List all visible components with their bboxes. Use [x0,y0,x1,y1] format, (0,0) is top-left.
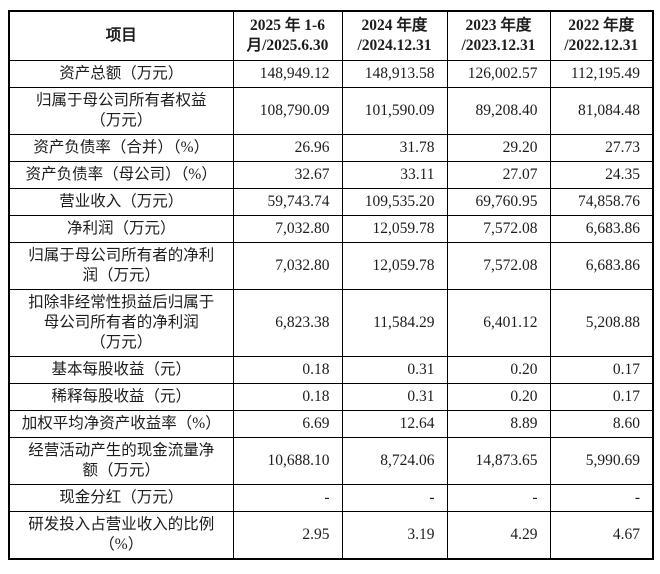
table-row: 净利润（万元） 7,032.80 12,059.78 7,572.08 6,683.86 [8,215,654,243]
row-value: 5,990.69 [549,437,654,485]
table-row: 研发投入占营业收入的比例 （%） 2.95 3.19 4.29 4.67 [8,511,654,560]
row-value: 108,790.09 [232,87,343,135]
row-value: 29.20 [446,134,551,162]
row-value: 7,572.08 [446,215,551,243]
row-value: 6.69 [232,410,343,438]
table-row: 经营活动产生的现金流量净 额（万元） 10,688.10 8,724.06 14,87… [8,437,654,485]
row-value: 32.67 [232,161,343,189]
row-value: 7,032.80 [232,242,343,290]
row-value: - [549,484,654,512]
row-value: 0.31 [341,383,448,411]
row-label: 现金分红（万元） [8,484,234,512]
table-row: 归属于母公司所有者的净利 润（万元） 7,032.80 12,059.78 7,572… [8,242,654,290]
row-label: 研发投入占营业收入的比例 （%） [8,511,234,560]
row-label: 稀释每股收益（元） [8,383,234,411]
row-value: 14,873.65 [446,437,551,485]
row-value: 81,084.48 [549,87,654,135]
financial-summary-table: 项目 2025 年 1-6 月/2025.6.30 2024 年度 /2024.… [8,10,654,560]
row-label: 净利润（万元） [8,215,234,243]
table-row: 营业收入（万元） 59,743.74 109,535.20 69,760.95 74,8… [8,188,654,216]
row-value: 101,590.09 [341,87,448,135]
row-value: 27.73 [549,134,654,162]
row-value: 148,913.58 [341,60,448,88]
row-value: 27.07 [446,161,551,189]
row-value: 7,572.08 [446,242,551,290]
row-value: 6,683.86 [549,215,654,243]
column-header-2023: 2023 年度 /2023.12.31 [446,10,551,61]
row-value: 4.29 [446,511,551,560]
row-value: 8.60 [549,410,654,438]
row-value: 89,208.40 [446,87,551,135]
row-value: 31.78 [341,134,448,162]
row-value: - [232,484,343,512]
table-row: 资产负债率（母公司）（%） 32.67 33.11 27.07 24.35 [8,161,654,189]
table-row: 加权平均净资产收益率（%） 6.69 12.64 8.89 8.60 [8,410,654,438]
column-header-2022: 2022 年度 /2022.12.31 [549,10,654,61]
row-value: 4.67 [549,511,654,560]
row-label: 资产负债率（合并）（%） [8,134,234,162]
row-label: 归属于母公司所有者的净利 润（万元） [8,242,234,290]
row-value: 10,688.10 [232,437,343,485]
row-value: 59,743.74 [232,188,343,216]
row-value: 69,760.95 [446,188,551,216]
row-value: 109,535.20 [341,188,448,216]
row-label: 资产负债率（母公司）（%） [8,161,234,189]
row-value: 0.18 [232,356,343,384]
row-value: 126,002.57 [446,60,551,88]
column-header-item: 项目 [8,10,234,61]
row-value: - [446,484,551,512]
row-value: 6,823.38 [232,289,343,357]
table-row: 资产负债率（合并）（%） 26.96 31.78 29.20 27.73 [8,134,654,162]
row-value: 0.20 [446,383,551,411]
row-value: 74,858.76 [549,188,654,216]
row-value: 33.11 [341,161,448,189]
table-row: 稀释每股收益（元） 0.18 0.31 0.20 0.17 [8,383,654,411]
row-value: - [341,484,448,512]
row-value: 24.35 [549,161,654,189]
row-value: 148,949.12 [232,60,343,88]
row-label: 扣除非经常性损益后归属于 母公司所有者的净利润 （万元） [8,289,234,357]
table-header-row: 项目 2025 年 1-6 月/2025.6.30 2024 年度 /2024.… [8,10,654,61]
row-value: 8.89 [446,410,551,438]
row-value: 0.17 [549,356,654,384]
table-row: 归属于母公司所有者权益 （万元） 108,790.09 101,590.09 89,2… [8,87,654,135]
row-value: 0.31 [341,356,448,384]
row-value: 6,683.86 [549,242,654,290]
row-value: 112,195.49 [549,60,654,88]
row-value: 5,208.88 [549,289,654,357]
table-row: 现金分红（万元） - - - - [8,484,654,512]
table-row: 基本每股收益（元） 0.18 0.31 0.20 0.17 [8,356,654,384]
row-value: 6,401.12 [446,289,551,357]
row-value: 2.95 [232,511,343,560]
row-label: 资产总额（万元） [8,60,234,88]
row-value: 12,059.78 [341,242,448,290]
row-value: 12,059.78 [341,215,448,243]
row-value: 7,032.80 [232,215,343,243]
table-row: 扣除非经常性损益后归属于 母公司所有者的净利润 （万元） 6,823.38 11,5… [8,289,654,357]
row-value: 0.17 [549,383,654,411]
row-value: 0.18 [232,383,343,411]
row-value: 12.64 [341,410,448,438]
table-row: 资产总额（万元） 148,949.12 148,913.58 126,002.57 11… [8,60,654,88]
row-value: 8,724.06 [341,437,448,485]
row-label: 基本每股收益（元） [8,356,234,384]
row-value: 11,584.29 [341,289,448,357]
row-value: 0.20 [446,356,551,384]
row-label: 营业收入（万元） [8,188,234,216]
column-header-2025-h1: 2025 年 1-6 月/2025.6.30 [232,10,343,61]
row-label: 归属于母公司所有者权益 （万元） [8,87,234,135]
row-value: 3.19 [341,511,448,560]
row-label: 经营活动产生的现金流量净 额（万元） [8,437,234,485]
row-label: 加权平均净资产收益率（%） [8,410,234,438]
column-header-2024: 2024 年度 /2024.12.31 [341,10,448,61]
row-value: 26.96 [232,134,343,162]
